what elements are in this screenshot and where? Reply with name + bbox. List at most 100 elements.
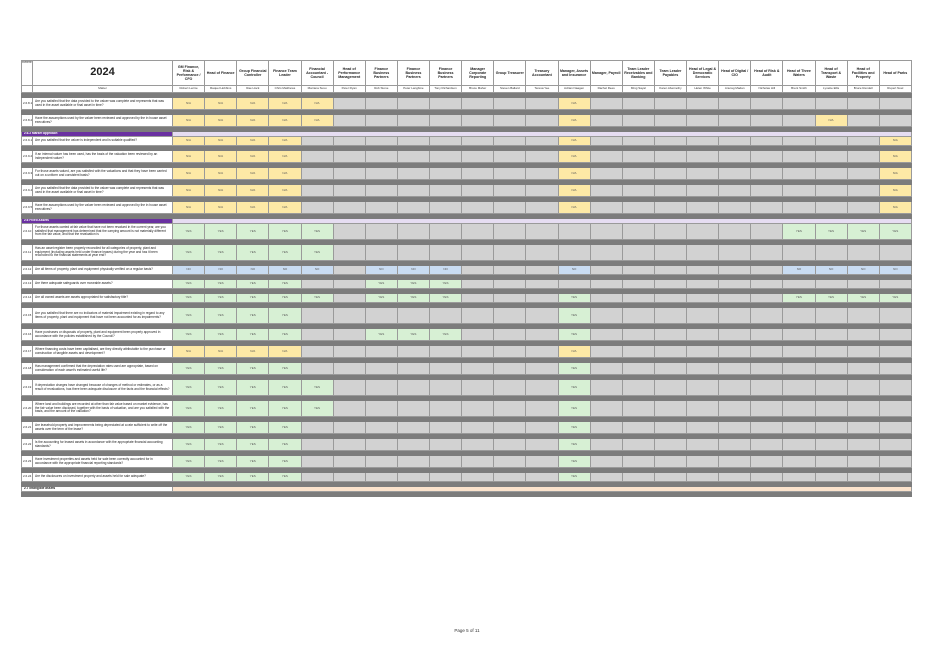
response-cell[interactable] bbox=[718, 184, 752, 197]
response-cell[interactable]: YES bbox=[557, 307, 591, 324]
response-cell[interactable]: N/A bbox=[878, 136, 912, 146]
response-cell[interactable] bbox=[589, 184, 623, 197]
response-cell[interactable] bbox=[653, 455, 688, 468]
response-cell[interactable] bbox=[461, 114, 495, 127]
response-cell[interactable] bbox=[718, 97, 752, 110]
response-cell[interactable]: N/A bbox=[268, 184, 302, 197]
response-cell[interactable] bbox=[461, 400, 495, 417]
response-cell[interactable] bbox=[332, 150, 366, 163]
response-cell[interactable]: YES bbox=[236, 438, 270, 451]
response-cell[interactable] bbox=[621, 223, 655, 240]
response-cell[interactable] bbox=[782, 438, 816, 451]
response-cell[interactable] bbox=[525, 265, 559, 275]
response-cell[interactable]: YES bbox=[782, 293, 816, 303]
response-cell[interactable]: N/A bbox=[268, 136, 302, 146]
response-cell[interactable] bbox=[878, 307, 912, 324]
response-cell[interactable]: YES bbox=[782, 223, 816, 240]
response-cell[interactable] bbox=[814, 167, 848, 180]
response-cell[interactable] bbox=[332, 400, 366, 417]
response-cell[interactable]: YES bbox=[878, 223, 912, 240]
response-cell[interactable] bbox=[878, 114, 912, 127]
response-cell[interactable] bbox=[493, 345, 527, 358]
response-cell[interactable] bbox=[685, 307, 720, 324]
response-cell[interactable]: N/A bbox=[171, 136, 206, 146]
response-cell[interactable] bbox=[846, 114, 880, 127]
response-cell[interactable] bbox=[750, 455, 784, 468]
response-cell[interactable] bbox=[653, 328, 688, 341]
response-cell[interactable] bbox=[653, 97, 688, 110]
response-cell[interactable] bbox=[525, 328, 559, 341]
response-cell[interactable] bbox=[396, 421, 431, 434]
response-cell[interactable] bbox=[814, 244, 848, 261]
response-cell[interactable] bbox=[300, 421, 334, 434]
response-cell[interactable] bbox=[718, 379, 752, 396]
response-cell[interactable] bbox=[750, 345, 784, 358]
response-cell[interactable] bbox=[461, 136, 495, 146]
response-cell[interactable]: N/A bbox=[878, 167, 912, 180]
response-cell[interactable] bbox=[461, 167, 495, 180]
response-cell[interactable]: N/A bbox=[557, 136, 591, 146]
response-cell[interactable] bbox=[493, 400, 527, 417]
response-cell[interactable] bbox=[428, 421, 463, 434]
response-cell[interactable] bbox=[396, 400, 431, 417]
response-cell[interactable] bbox=[653, 400, 688, 417]
response-cell[interactable]: YES bbox=[204, 328, 238, 341]
response-cell[interactable] bbox=[461, 279, 495, 289]
response-cell[interactable] bbox=[621, 136, 655, 146]
response-cell[interactable] bbox=[300, 455, 334, 468]
response-cell[interactable] bbox=[461, 293, 495, 303]
response-cell[interactable]: YES bbox=[204, 421, 238, 434]
response-cell[interactable]: N/A bbox=[171, 201, 206, 214]
response-cell[interactable] bbox=[300, 150, 334, 163]
response-cell[interactable] bbox=[750, 136, 784, 146]
response-cell[interactable] bbox=[589, 201, 623, 214]
response-cell[interactable] bbox=[493, 167, 527, 180]
response-cell[interactable] bbox=[814, 201, 848, 214]
response-cell[interactable] bbox=[685, 184, 720, 197]
response-cell[interactable] bbox=[782, 362, 816, 375]
response-cell[interactable] bbox=[718, 345, 752, 358]
response-cell[interactable] bbox=[428, 345, 463, 358]
response-cell[interactable] bbox=[846, 184, 880, 197]
response-cell[interactable]: N/A bbox=[557, 184, 591, 197]
response-cell[interactable]: YES bbox=[204, 400, 238, 417]
response-cell[interactable] bbox=[846, 279, 880, 289]
response-cell[interactable] bbox=[782, 244, 816, 261]
response-cell[interactable] bbox=[493, 97, 527, 110]
response-cell[interactable] bbox=[428, 379, 463, 396]
response-cell[interactable]: YES bbox=[171, 455, 206, 468]
response-cell[interactable]: YES bbox=[557, 472, 591, 482]
response-cell[interactable]: N/A bbox=[236, 345, 270, 358]
response-cell[interactable]: YES bbox=[204, 279, 238, 289]
response-cell[interactable] bbox=[718, 307, 752, 324]
response-cell[interactable]: YES bbox=[236, 421, 270, 434]
response-cell[interactable] bbox=[718, 223, 752, 240]
response-cell[interactable] bbox=[332, 307, 366, 324]
response-cell[interactable] bbox=[750, 201, 784, 214]
response-cell[interactable] bbox=[428, 472, 463, 482]
response-cell[interactable] bbox=[332, 472, 366, 482]
response-cell[interactable] bbox=[782, 307, 816, 324]
response-cell[interactable] bbox=[428, 438, 463, 451]
response-cell[interactable] bbox=[750, 438, 784, 451]
response-cell[interactable] bbox=[685, 345, 720, 358]
response-cell[interactable] bbox=[364, 379, 398, 396]
response-cell[interactable] bbox=[396, 455, 431, 468]
response-cell[interactable] bbox=[685, 150, 720, 163]
response-cell[interactable]: YES bbox=[557, 379, 591, 396]
response-cell[interactable] bbox=[718, 362, 752, 375]
response-cell[interactable] bbox=[461, 244, 495, 261]
response-cell[interactable]: YES bbox=[204, 293, 238, 303]
response-cell[interactable] bbox=[525, 150, 559, 163]
response-cell[interactable] bbox=[461, 97, 495, 110]
response-cell[interactable] bbox=[814, 184, 848, 197]
response-cell[interactable] bbox=[718, 114, 752, 127]
response-cell[interactable] bbox=[589, 362, 623, 375]
response-cell[interactable] bbox=[493, 114, 527, 127]
response-cell[interactable] bbox=[621, 438, 655, 451]
response-cell[interactable] bbox=[525, 167, 559, 180]
response-cell[interactable] bbox=[685, 379, 720, 396]
response-cell[interactable] bbox=[653, 362, 688, 375]
response-cell[interactable] bbox=[621, 167, 655, 180]
response-cell[interactable] bbox=[685, 167, 720, 180]
